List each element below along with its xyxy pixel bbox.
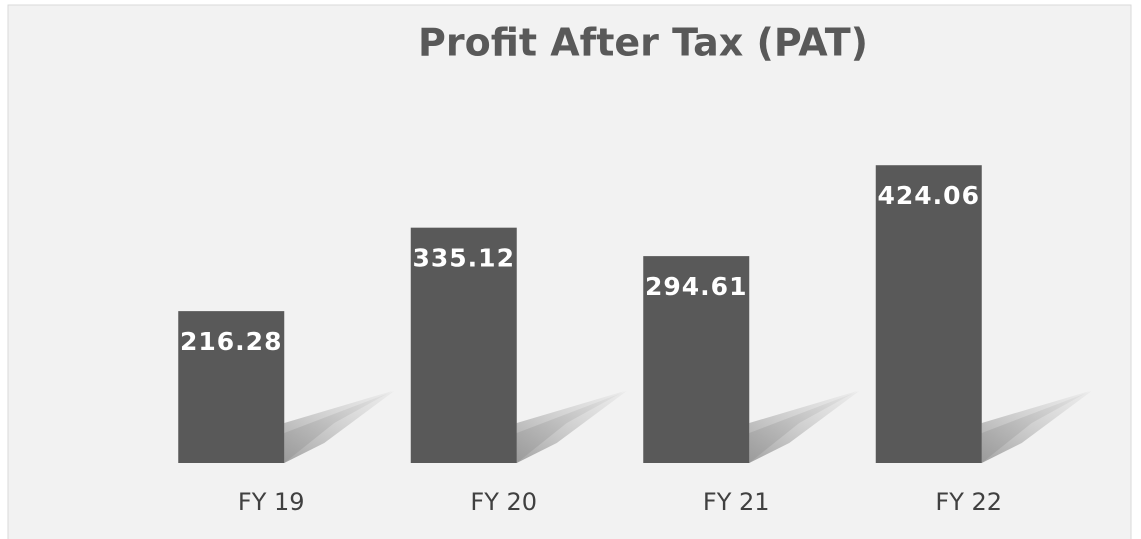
- data-label: 424.06: [878, 181, 980, 210]
- data-label: 335.12: [413, 244, 515, 273]
- bar-shadow: [981, 391, 1092, 463]
- data-label: 294.61: [645, 272, 747, 301]
- bar-shadow: [749, 391, 860, 463]
- bar: [643, 256, 750, 463]
- chart-title: Profit After Tax (PAT): [418, 21, 868, 65]
- x-tick-label: FY 21: [703, 488, 770, 516]
- bar: [410, 227, 517, 463]
- x-tick-label: FY 20: [470, 488, 537, 516]
- bar: [875, 165, 982, 463]
- bar-shadow: [284, 391, 395, 463]
- data-label: 216.28: [180, 327, 282, 356]
- x-tick-label: FY 22: [935, 488, 1002, 516]
- bar-shadow: [516, 391, 627, 463]
- bar: [178, 311, 285, 463]
- x-tick-label: FY 19: [238, 488, 305, 516]
